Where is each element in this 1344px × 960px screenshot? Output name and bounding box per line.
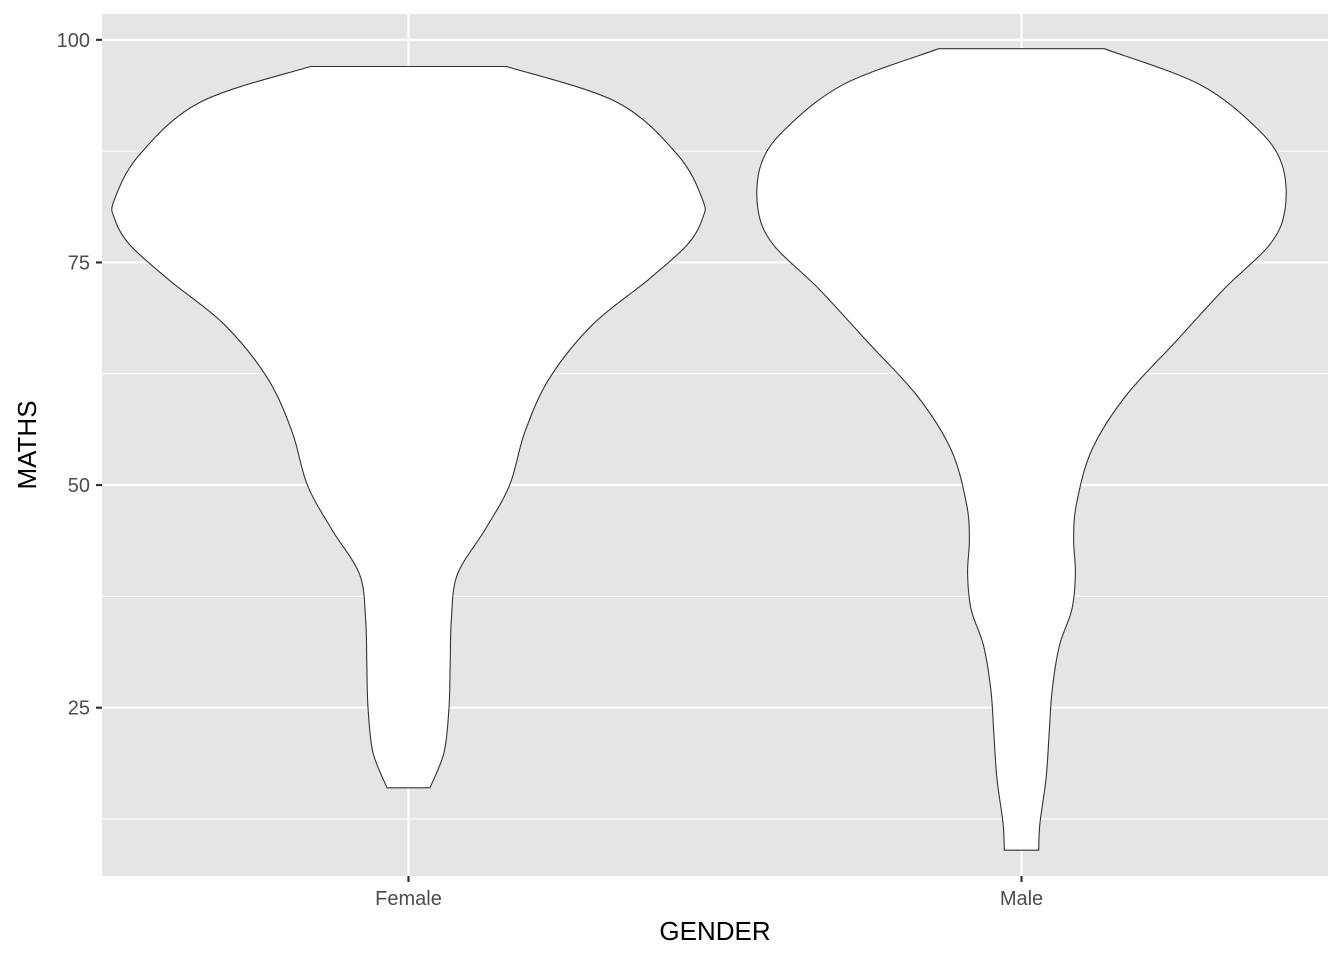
y-tick-label: 75 [68, 252, 90, 274]
violin-male [756, 48, 1287, 851]
y-tick-label: 100 [57, 30, 90, 52]
x-axis-title: GENDER [659, 916, 770, 946]
violin-layer [111, 48, 1287, 851]
x-axis: Female Male [375, 876, 1043, 910]
x-tick-label: Female [375, 888, 442, 910]
y-axis-title: MATHS [12, 400, 42, 489]
violin-female [111, 65, 706, 789]
y-tick-label: 50 [68, 475, 90, 497]
x-tick-label: Male [1000, 888, 1043, 910]
y-axis: 25 50 75 100 [57, 30, 102, 720]
y-tick-label: 25 [68, 698, 90, 720]
